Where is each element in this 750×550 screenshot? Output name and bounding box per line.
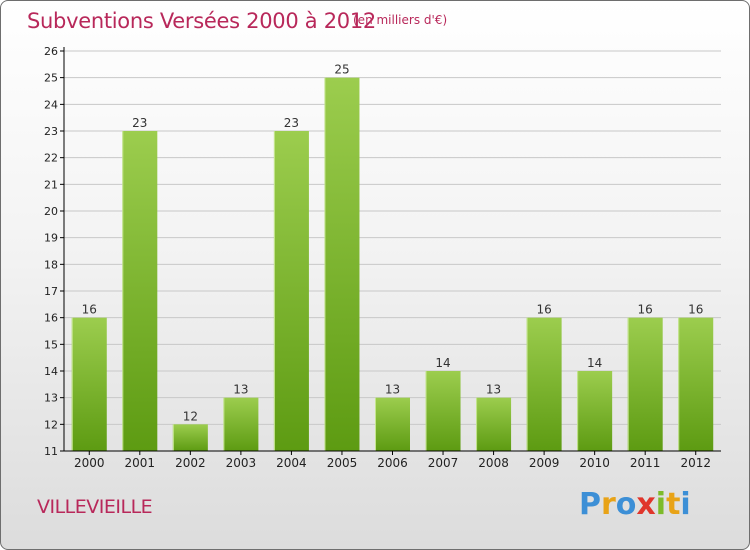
- y-tick-label: 15: [44, 338, 58, 351]
- x-tick-label: 2004: [276, 456, 307, 470]
- bar-value-label: 16: [688, 303, 703, 317]
- bar-value-label: 16: [638, 303, 653, 317]
- y-tick-label: 24: [44, 98, 58, 111]
- y-tick-label: 18: [44, 258, 58, 271]
- y-tick-label: 19: [44, 232, 58, 245]
- y-tick-label: 20: [44, 205, 58, 218]
- bar: [324, 77, 360, 452]
- bar-value-label: 13: [385, 383, 400, 397]
- bar: [425, 371, 461, 451]
- bar: [122, 131, 158, 451]
- x-tick-label: 2009: [529, 456, 560, 470]
- bar: [375, 397, 410, 451]
- logo-letter: P: [579, 487, 601, 522]
- x-tick-label: 2001: [125, 456, 156, 470]
- x-tick-label: 2012: [680, 456, 711, 470]
- bar: [678, 317, 714, 451]
- x-tick-label: 2011: [630, 456, 661, 470]
- bar-value-label: 13: [486, 383, 501, 397]
- chart-subtitle: (en milliers d'€): [353, 13, 448, 27]
- logo-letter: r: [601, 487, 616, 522]
- bar-value-label: 23: [132, 116, 147, 130]
- bar: [71, 317, 107, 451]
- logo-letter: i: [655, 487, 667, 522]
- y-tick-label: 26: [44, 45, 58, 58]
- bar: [172, 424, 208, 451]
- y-tick-label: 13: [44, 392, 58, 405]
- x-tick-label: 2002: [175, 456, 206, 470]
- bar-value-label: 16: [536, 303, 551, 317]
- x-tick-label: 2010: [579, 456, 610, 470]
- bar-value-label: 16: [82, 303, 97, 317]
- y-tick-label: 25: [44, 72, 58, 85]
- bar: [476, 397, 512, 451]
- y-tick-label: 22: [44, 152, 58, 165]
- logo-letter: x: [636, 487, 656, 522]
- logo-letter: i: [680, 487, 691, 522]
- bar: [577, 371, 613, 451]
- y-tick-label: 14: [44, 365, 58, 378]
- bar-value-label: 13: [233, 383, 248, 397]
- commune-name: VILLEVIEILLE: [37, 496, 153, 518]
- bar-value-label: 14: [587, 356, 602, 370]
- x-tick-label: 2003: [226, 456, 257, 470]
- bar: [526, 317, 562, 451]
- y-tick-label: 23: [44, 125, 58, 138]
- x-tick-label: 2000: [74, 456, 105, 470]
- x-tick-label: 2005: [327, 456, 358, 470]
- bar: [223, 397, 259, 451]
- logo-letter: o: [615, 487, 637, 522]
- bar: [627, 317, 663, 451]
- proxiti-logo: Proxiti: [579, 487, 691, 522]
- x-tick-label: 2006: [377, 456, 408, 470]
- y-tick-label: 16: [44, 312, 58, 325]
- y-tick-label: 21: [44, 178, 58, 191]
- x-tick-label: 2007: [428, 456, 459, 470]
- bar-value-label: 12: [183, 409, 198, 423]
- bar-value-label: 14: [435, 356, 450, 370]
- y-tick-label: 12: [44, 418, 58, 431]
- bar-value-label: 25: [334, 63, 349, 77]
- y-tick-label: 11: [44, 445, 58, 458]
- bar-value-label: 23: [284, 116, 299, 130]
- x-tick-label: 2008: [478, 456, 509, 470]
- bar: [273, 131, 309, 451]
- y-tick-label: 17: [44, 285, 58, 298]
- logo-letter: t: [666, 487, 681, 522]
- chart-title: Subventions Versées 2000 à 2012: [27, 9, 376, 33]
